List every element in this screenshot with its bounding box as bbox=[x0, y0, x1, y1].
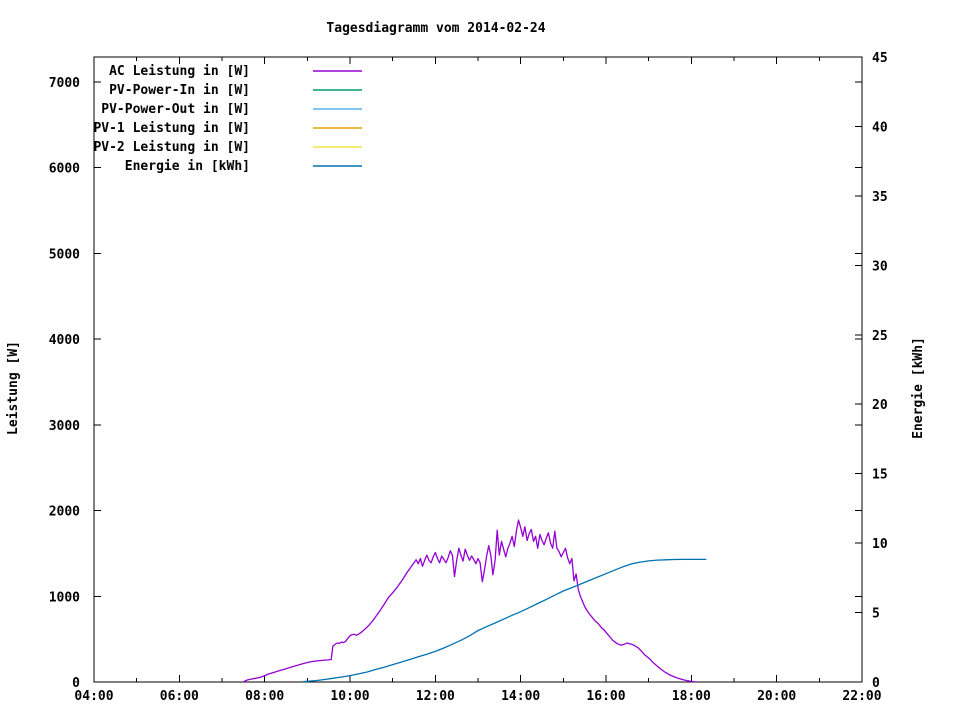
y1-tick-label: 4000 bbox=[49, 333, 80, 348]
legend-label: Energie in [kWh] bbox=[125, 159, 250, 174]
x-tick-label: 04:00 bbox=[74, 689, 113, 704]
chart-title: Tagesdiagramm vom 2014-02-24 bbox=[326, 21, 545, 36]
y1-tick-label: 2000 bbox=[49, 505, 80, 520]
y1-axis-label: Leistung [W] bbox=[6, 341, 21, 435]
legend-label: PV-Power-Out in [W] bbox=[101, 102, 250, 117]
axes: 04:00 06:00 08:00 10:00 12:00 14:00 16:00 18:00… bbox=[49, 51, 888, 704]
legend-label: PV-2 Leistung in [W] bbox=[93, 140, 250, 155]
y2-tick-label: 30 bbox=[872, 259, 888, 274]
legend-label: PV-Power-In in [W] bbox=[109, 83, 250, 98]
y2-axis-label: Energie [kWh] bbox=[911, 337, 926, 439]
data-series bbox=[242, 519, 707, 683]
x-tick-label: 12:00 bbox=[416, 689, 455, 704]
y1-tick-label: 6000 bbox=[49, 162, 80, 177]
y2-tick-label: 0 bbox=[872, 676, 880, 691]
x-tick-label: 06:00 bbox=[160, 689, 199, 704]
y2-tick-label: 45 bbox=[872, 51, 888, 66]
series-line-energie-in-kwh- bbox=[303, 558, 707, 683]
y1-tick-label: 3000 bbox=[49, 419, 80, 434]
y2-tick-label: 15 bbox=[872, 468, 888, 483]
legend-label: PV-1 Leistung in [W] bbox=[93, 121, 250, 136]
y2-tick-label: 20 bbox=[872, 398, 888, 413]
y2-tick-label: 35 bbox=[872, 190, 888, 205]
y2-tick-label: 10 bbox=[872, 537, 888, 552]
legend-label: AC Leistung in [W] bbox=[109, 64, 250, 79]
x-tick-label: 14:00 bbox=[501, 689, 540, 704]
y2-tick-label: 40 bbox=[872, 120, 888, 135]
x-tick-label: 16:00 bbox=[586, 689, 625, 704]
x-tick-label: 08:00 bbox=[245, 689, 284, 704]
y1-tick-label: 5000 bbox=[49, 247, 80, 262]
y1-tick-label: 0 bbox=[72, 676, 80, 691]
x-tick-label: 22:00 bbox=[842, 689, 881, 704]
y1-tick-label: 7000 bbox=[49, 76, 80, 91]
y1-tick-label: 1000 bbox=[49, 590, 80, 605]
series-line-ac-leistung-in-w- bbox=[242, 519, 697, 683]
legend: AC Leistung in [W] PV-Power-In in [W] PV-P… bbox=[93, 64, 362, 174]
x-tick-label: 10:00 bbox=[330, 689, 369, 704]
x-tick-label: 18:00 bbox=[672, 689, 711, 704]
x-tick-label: 20:00 bbox=[757, 689, 796, 704]
y2-tick-label: 5 bbox=[872, 607, 880, 622]
y2-tick-label: 25 bbox=[872, 329, 888, 344]
